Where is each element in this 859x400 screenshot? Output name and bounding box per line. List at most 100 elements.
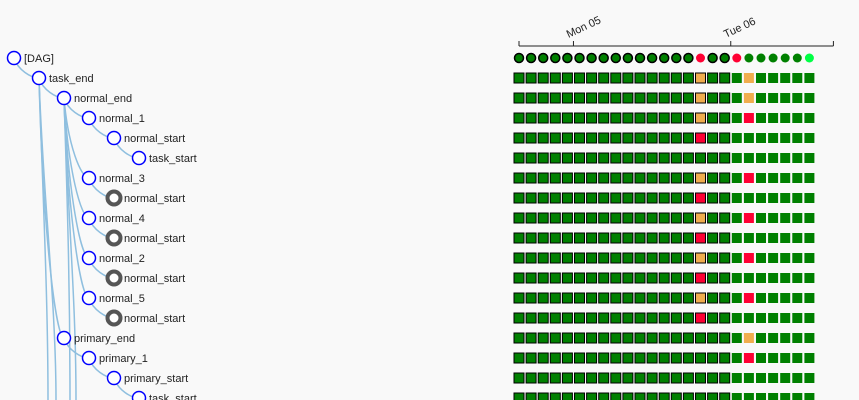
task-instance-square[interactable] [768, 93, 779, 103]
task-instance-square[interactable] [719, 212, 731, 224]
task-instance-square[interactable] [598, 192, 610, 204]
task-instance-square[interactable] [804, 153, 815, 163]
task-instance-square[interactable] [646, 92, 658, 104]
task-instance-square[interactable] [610, 392, 622, 400]
task-instance-square[interactable] [537, 292, 549, 304]
task-instance-square[interactable] [707, 192, 719, 204]
task-label[interactable]: normal_start [124, 233, 185, 245]
task-instance-square[interactable] [634, 272, 646, 284]
task-instance-square[interactable] [743, 93, 754, 103]
task-instance-square[interactable] [561, 212, 573, 224]
task-instance-square[interactable] [610, 252, 622, 264]
task-instance-square[interactable] [586, 172, 598, 184]
task-instance-square[interactable] [537, 72, 549, 84]
task-node[interactable]: normal_3 [81, 170, 145, 186]
task-instance-square[interactable] [695, 392, 706, 400]
task-instance-square[interactable] [707, 332, 719, 344]
task-instance-square[interactable] [670, 132, 682, 144]
task-instance-square[interactable] [561, 232, 573, 244]
task-instance-square[interactable] [561, 272, 573, 284]
task-instance-square[interactable] [525, 212, 537, 224]
task-instance-square[interactable] [634, 192, 646, 204]
dag-run-circle[interactable] [622, 52, 634, 64]
task-instance-square[interactable] [719, 132, 731, 144]
task-instance-square[interactable] [719, 172, 731, 184]
task-instance-square[interactable] [598, 312, 610, 324]
task-instance-square[interactable] [756, 153, 766, 163]
task-instance-square[interactable] [549, 392, 561, 400]
task-instance-square[interactable] [670, 392, 682, 400]
task-instance-square[interactable] [780, 153, 791, 163]
task-instance-square[interactable] [682, 92, 694, 104]
task-instance-square[interactable] [646, 292, 658, 304]
task-instance-square[interactable] [792, 73, 803, 83]
task-instance-square[interactable] [525, 112, 537, 124]
task-instance-square[interactable] [610, 332, 622, 344]
task-instance-square[interactable] [719, 332, 731, 344]
task-instance-square[interactable] [719, 92, 731, 104]
task-instance-square[interactable] [646, 272, 658, 284]
task-label[interactable]: primary_end [74, 333, 135, 345]
task-instance-square[interactable] [743, 353, 754, 363]
task-instance-square[interactable] [549, 212, 561, 224]
task-instance-square[interactable] [780, 293, 791, 303]
task-instance-square[interactable] [682, 152, 694, 164]
task-instance-square[interactable] [549, 352, 561, 364]
task-instance-square[interactable] [586, 352, 598, 364]
task-instance-square[interactable] [804, 393, 815, 400]
task-instance-square[interactable] [695, 212, 706, 224]
task-node[interactable]: primary_end [56, 330, 136, 346]
task-instance-square[interactable] [780, 373, 791, 383]
dag-run-circle[interactable] [513, 52, 525, 64]
task-instance-square[interactable] [513, 332, 525, 344]
task-instance-square[interactable] [707, 212, 719, 224]
task-instance-square[interactable] [561, 372, 573, 384]
task-instance-square[interactable] [598, 232, 610, 244]
task-instance-square[interactable] [780, 273, 791, 283]
task-instance-square[interactable] [610, 312, 622, 324]
task-instance-square[interactable] [707, 292, 719, 304]
task-instance-square[interactable] [622, 92, 634, 104]
task-instance-square[interactable] [768, 233, 779, 243]
task-instance-square[interactable] [707, 372, 719, 384]
dag-run-circle[interactable] [780, 53, 790, 63]
task-instance-square[interactable] [549, 372, 561, 384]
task-instance-square[interactable] [586, 192, 598, 204]
task-instance-square[interactable] [598, 212, 610, 224]
task-instance-square[interactable] [682, 352, 694, 364]
task-instance-square[interactable] [682, 252, 694, 264]
task-instance-square[interactable] [768, 333, 779, 343]
task-instance-square[interactable] [743, 273, 754, 283]
task-instance-square[interactable] [598, 252, 610, 264]
task-instance-square[interactable] [731, 373, 742, 383]
task-instance-square[interactable] [695, 112, 706, 124]
task-instance-square[interactable] [731, 193, 742, 203]
task-instance-square[interactable] [804, 133, 815, 143]
dag-run-circle[interactable] [658, 52, 670, 64]
task-instance-square[interactable] [525, 292, 537, 304]
task-instance-square[interactable] [804, 373, 815, 383]
task-instance-square[interactable] [670, 312, 682, 324]
task-label[interactable]: [DAG] [24, 53, 54, 65]
task-label[interactable]: normal_2 [99, 253, 145, 265]
dag-run-circle[interactable] [574, 52, 585, 64]
task-instance-square[interactable] [549, 112, 561, 124]
task-instance-square[interactable] [743, 393, 754, 400]
task-instance-square[interactable] [634, 112, 646, 124]
task-instance-square[interactable] [804, 213, 815, 223]
task-instance-square[interactable] [537, 212, 549, 224]
task-instance-square[interactable] [804, 273, 815, 283]
task-instance-square[interactable] [574, 232, 585, 244]
task-instance-square[interactable] [719, 372, 731, 384]
dag-run-circle[interactable] [598, 52, 609, 64]
task-instance-square[interactable] [574, 152, 585, 164]
task-instance-square[interactable] [804, 113, 815, 123]
task-instance-square[interactable] [707, 352, 719, 364]
task-instance-square[interactable] [768, 273, 779, 283]
task-instance-square[interactable] [586, 272, 598, 284]
task-instance-square[interactable] [658, 152, 670, 164]
task-instance-square[interactable] [719, 112, 731, 124]
dag-run-circle[interactable] [550, 52, 561, 64]
task-instance-square[interactable] [525, 332, 537, 344]
task-instance-square[interactable] [574, 272, 585, 284]
